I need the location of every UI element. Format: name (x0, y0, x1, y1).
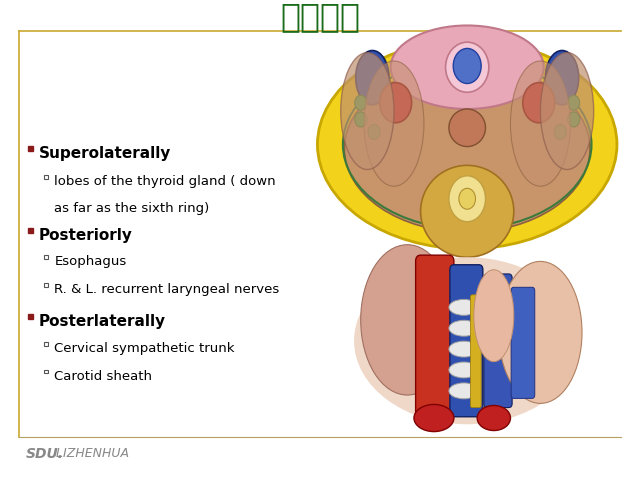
Circle shape (554, 124, 566, 140)
Ellipse shape (317, 40, 617, 249)
Ellipse shape (449, 341, 479, 357)
Circle shape (368, 124, 380, 140)
Text: Carotid sheath: Carotid sheath (54, 370, 152, 383)
Ellipse shape (356, 50, 389, 105)
FancyBboxPatch shape (450, 265, 483, 417)
Circle shape (523, 83, 555, 123)
Ellipse shape (545, 50, 579, 105)
Ellipse shape (354, 257, 580, 424)
Ellipse shape (449, 362, 479, 378)
Text: Esophagus: Esophagus (54, 255, 127, 268)
Circle shape (453, 48, 481, 84)
Bar (44, 370, 48, 373)
Text: Posterlaterally: Posterlaterally (38, 314, 166, 329)
Ellipse shape (474, 270, 514, 361)
Ellipse shape (364, 61, 424, 186)
Bar (28, 314, 33, 319)
Text: Cervical sympathetic trunk: Cervical sympathetic trunk (54, 342, 235, 355)
Ellipse shape (477, 406, 511, 431)
Circle shape (449, 176, 486, 222)
Bar (44, 255, 48, 259)
Text: SDU.: SDU. (26, 446, 63, 461)
Ellipse shape (445, 42, 489, 92)
Circle shape (459, 188, 476, 209)
Ellipse shape (340, 53, 394, 169)
Ellipse shape (414, 405, 454, 432)
Circle shape (355, 112, 367, 127)
Text: 气管颈部: 气管颈部 (280, 0, 360, 33)
Ellipse shape (361, 245, 454, 395)
Bar (44, 342, 48, 346)
Text: lobes of the thyroid gland ( down: lobes of the thyroid gland ( down (54, 175, 276, 188)
Bar (28, 228, 33, 233)
Text: Posteriorly: Posteriorly (38, 228, 132, 243)
Ellipse shape (511, 61, 570, 186)
Ellipse shape (420, 166, 514, 257)
Ellipse shape (344, 65, 590, 232)
Circle shape (355, 95, 367, 110)
Bar (44, 283, 48, 287)
Text: as far as the sixth ring): as far as the sixth ring) (54, 202, 210, 215)
Ellipse shape (449, 320, 479, 336)
FancyBboxPatch shape (484, 274, 512, 408)
Ellipse shape (449, 300, 479, 315)
Bar (44, 175, 48, 179)
Text: Superolaterally: Superolaterally (38, 146, 171, 161)
Ellipse shape (449, 383, 479, 399)
Ellipse shape (390, 25, 544, 109)
Circle shape (568, 95, 580, 110)
Text: LIZHENHUA: LIZHENHUA (48, 447, 129, 460)
Text: R. & L. recurrent laryngeal nerves: R. & L. recurrent laryngeal nerves (54, 283, 280, 296)
Ellipse shape (499, 262, 582, 403)
Circle shape (568, 112, 580, 127)
Ellipse shape (540, 53, 594, 169)
FancyBboxPatch shape (511, 288, 535, 398)
FancyBboxPatch shape (415, 255, 454, 418)
Circle shape (380, 83, 412, 123)
Ellipse shape (449, 109, 486, 146)
FancyBboxPatch shape (470, 295, 481, 408)
Bar (28, 146, 33, 151)
